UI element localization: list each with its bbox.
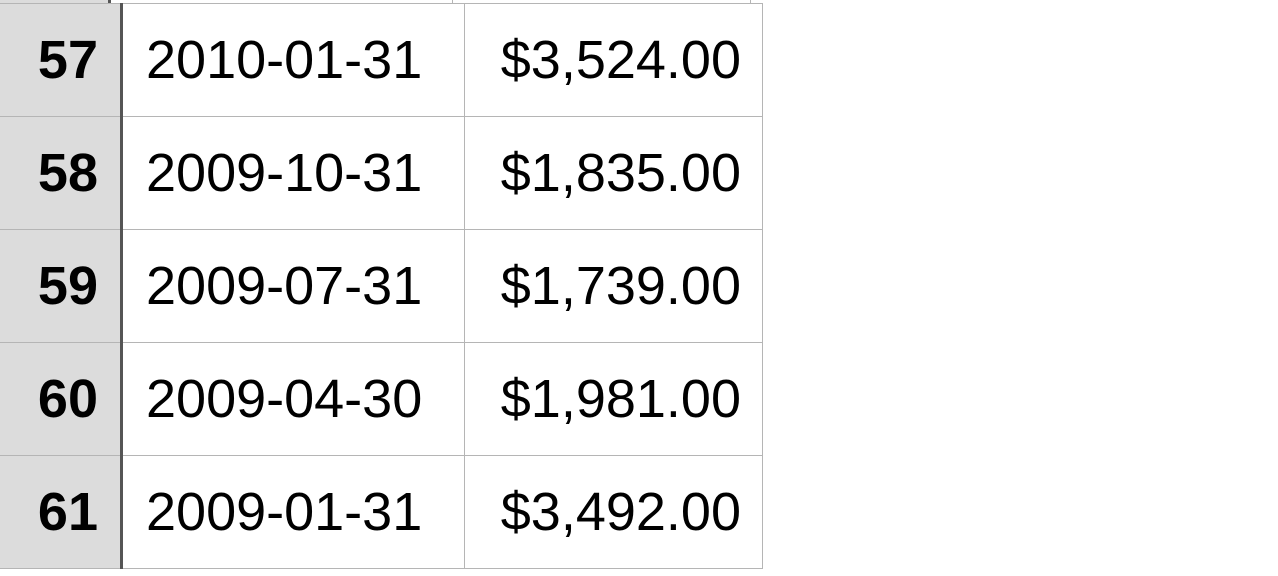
date-cell[interactable]: 2009-10-31 bbox=[121, 116, 465, 230]
spreadsheet-grid: 57 2010-01-31 $3,524.00 58 2009-10-31 $1… bbox=[0, 3, 763, 569]
amount-cell[interactable]: $1,739.00 bbox=[464, 229, 763, 343]
row-header[interactable]: 60 bbox=[0, 342, 123, 456]
date-cell[interactable]: 2009-01-31 bbox=[121, 455, 465, 569]
amount-cell[interactable]: $1,835.00 bbox=[464, 116, 763, 230]
row-header[interactable]: 57 bbox=[0, 3, 123, 117]
table-row: 59 2009-07-31 $1,739.00 bbox=[0, 229, 763, 343]
row-header-column-top bbox=[0, 0, 108, 3]
table-row: 61 2009-01-31 $3,492.00 bbox=[0, 455, 763, 569]
date-cell[interactable]: 2010-01-31 bbox=[121, 3, 465, 117]
table-row: 57 2010-01-31 $3,524.00 bbox=[0, 3, 763, 117]
row-header-divider-top bbox=[108, 0, 111, 3]
amount-cell[interactable]: $1,981.00 bbox=[464, 342, 763, 456]
table-row: 58 2009-10-31 $1,835.00 bbox=[0, 116, 763, 230]
table-row: 60 2009-04-30 $1,981.00 bbox=[0, 342, 763, 456]
amount-cell[interactable]: $3,524.00 bbox=[464, 3, 763, 117]
amount-cell[interactable]: $3,492.00 bbox=[464, 455, 763, 569]
column-divider-top bbox=[750, 0, 751, 3]
column-divider-top bbox=[452, 0, 453, 3]
row-header[interactable]: 59 bbox=[0, 229, 123, 343]
date-cell[interactable]: 2009-07-31 bbox=[121, 229, 465, 343]
date-cell[interactable]: 2009-04-30 bbox=[121, 342, 465, 456]
row-header[interactable]: 58 bbox=[0, 116, 123, 230]
row-header[interactable]: 61 bbox=[0, 455, 123, 569]
